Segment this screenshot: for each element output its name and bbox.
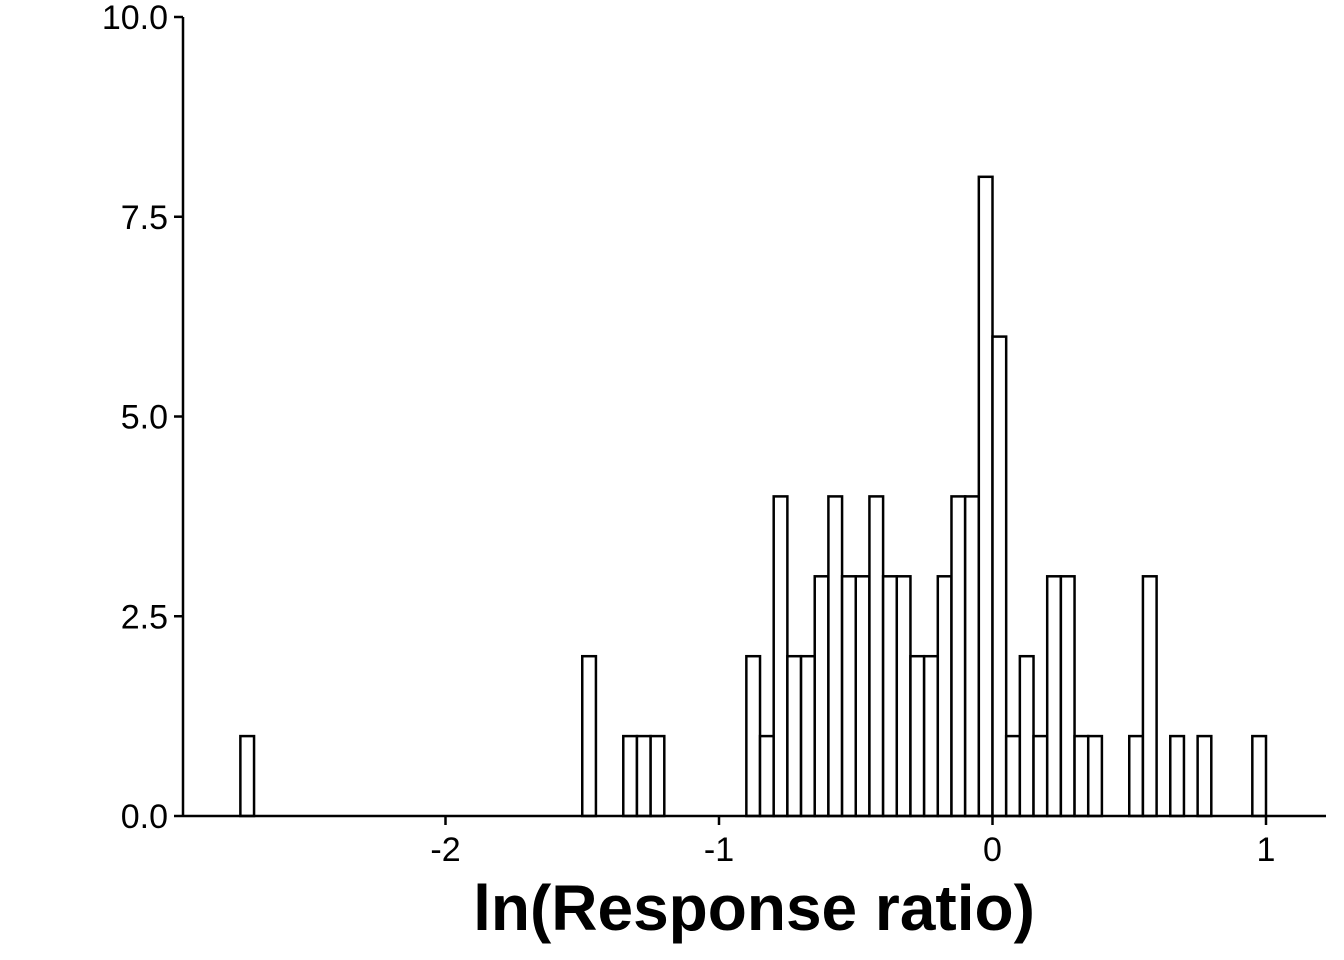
y-tick-label: 10.0 xyxy=(102,0,168,37)
histogram-bar xyxy=(1032,734,1049,818)
histogram-bar xyxy=(854,575,871,818)
histogram-bar xyxy=(745,654,762,818)
x-axis-title: ln(Response ratio) xyxy=(473,872,1035,944)
histogram-bar xyxy=(1128,734,1145,818)
histogram-bar xyxy=(581,654,598,818)
y-tick-label: 2.5 xyxy=(121,598,168,636)
histogram-bar xyxy=(1086,734,1104,818)
y-tick-label: 0.0 xyxy=(121,798,168,836)
histogram-bar xyxy=(635,734,652,818)
y-tick-label: 7.5 xyxy=(121,199,168,237)
histogram-bar xyxy=(1196,734,1213,818)
histogram-bar xyxy=(1059,575,1076,818)
x-tick-label: -1 xyxy=(704,831,734,869)
histogram-bar xyxy=(922,654,940,818)
histogram-bar xyxy=(622,734,639,818)
axes-group: 0.0 2.5 5.0 7.5 10.0 -2 -1 0 1 xyxy=(102,0,1326,869)
histogram-bar xyxy=(977,175,994,818)
y-tick-label: 5.0 xyxy=(121,399,168,437)
histogram-bar xyxy=(881,575,899,818)
bars-group xyxy=(239,175,1268,818)
histogram-bar xyxy=(239,734,256,818)
x-tick-label: -2 xyxy=(430,831,460,869)
histogram-bar xyxy=(799,654,816,818)
histogram-bar xyxy=(786,654,803,818)
histogram-bar xyxy=(950,495,967,818)
histogram-bar xyxy=(963,495,981,818)
histogram-bar xyxy=(649,734,666,818)
histogram-bar xyxy=(1073,734,1090,818)
histogram-bar xyxy=(1141,575,1158,818)
histogram-bar xyxy=(895,575,912,818)
x-tick-label: 1 xyxy=(1257,831,1276,869)
histogram-bar xyxy=(1169,734,1186,818)
histogram-bar xyxy=(1018,654,1035,818)
histogram-bar xyxy=(991,335,1008,818)
histogram-bar xyxy=(1045,575,1063,818)
histogram-bar xyxy=(1251,734,1268,818)
histogram-bar xyxy=(827,495,844,818)
histogram-bar xyxy=(868,495,885,818)
histogram-bar xyxy=(936,575,953,818)
histogram-bar xyxy=(1004,734,1022,818)
histogram-bar xyxy=(840,575,858,818)
histogram-bar xyxy=(758,734,775,818)
histogram-bar xyxy=(772,495,789,818)
histogram-bar xyxy=(909,654,926,818)
histogram-bar xyxy=(813,575,830,818)
x-tick-label: 0 xyxy=(983,831,1002,869)
